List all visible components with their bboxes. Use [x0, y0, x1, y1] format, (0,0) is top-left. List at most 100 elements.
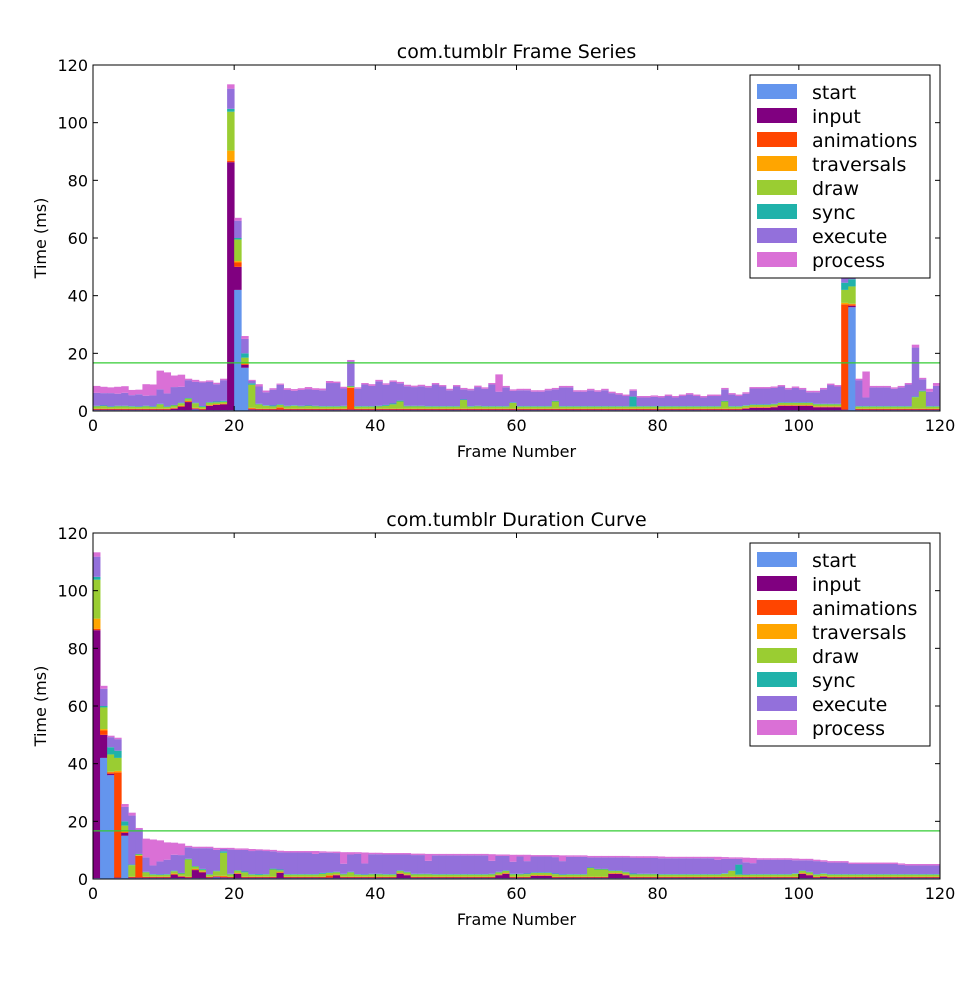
- frame-series-segment-sync: [784, 402, 793, 403]
- frame-series-segment-sync: [332, 406, 341, 407]
- duration-curve-segment-sync: [890, 874, 899, 875]
- duration-curve-segment-execute: [347, 854, 355, 872]
- duration-curve-segment-input: [692, 877, 701, 879]
- duration-curve-segment-draw: [827, 874, 835, 877]
- frame-series-segment-animations: [304, 408, 313, 410]
- duration-curve-segment-sync: [643, 873, 652, 875]
- duration-curve-segment-draw: [805, 872, 814, 875]
- duration-curve-segment-execute: [184, 847, 193, 859]
- duration-curve-segment-draw: [763, 874, 771, 877]
- frame-series-segment-process: [932, 383, 941, 386]
- frame-series-segment-sync: [234, 238, 242, 240]
- frame-series-segment-process: [382, 383, 390, 385]
- frame-series-segment-sync: [692, 406, 701, 407]
- duration-curve-segment-execute: [262, 851, 270, 875]
- frame-series-segment-traversals: [848, 303, 856, 305]
- duration-curve-segment-process: [551, 855, 560, 858]
- duration-curve-segment-execute: [869, 864, 877, 875]
- frame-series-segment-animations: [276, 407, 284, 410]
- frame-series-segment-draw: [904, 406, 913, 409]
- frame-series-segment-input: [332, 409, 341, 411]
- frame-series-segment-execute: [537, 391, 546, 407]
- frame-series-segment-sync: [212, 401, 221, 403]
- duration-curve-segment-execute: [389, 854, 397, 875]
- frame-series-segment-sync: [382, 404, 390, 406]
- duration-curve-segment-process: [163, 842, 172, 860]
- duration-curve-segment-execute: [276, 852, 284, 870]
- duration-curve-segment-execute: [269, 851, 277, 869]
- frame-series-segment-draw: [509, 402, 517, 409]
- frame-series-segment-process: [177, 374, 186, 387]
- frame-series-segment-draw: [855, 406, 863, 409]
- duration-curve-segment-draw: [481, 874, 489, 877]
- frame-series-segment-draw: [742, 405, 750, 408]
- duration-curve-ytick-label: 80: [68, 639, 88, 658]
- duration-curve-segment-input: [650, 877, 659, 879]
- frame-series-xtick-label: 0: [88, 416, 98, 435]
- duration-curve-segment-draw: [417, 874, 426, 877]
- frame-series-segment-animations: [643, 408, 652, 410]
- duration-curve-segment-sync: [149, 874, 157, 875]
- duration-curve-bars: [93, 552, 941, 879]
- frame-series-segment-process: [537, 390, 546, 392]
- frame-series-segment-animations: [918, 408, 927, 410]
- duration-curve-segment-input: [742, 877, 750, 879]
- frame-series-segment-input: [403, 409, 412, 411]
- frame-series-segment-input: [255, 409, 263, 411]
- duration-curve-segment-execute: [142, 857, 150, 872]
- duration-curve-segment-draw: [198, 869, 207, 872]
- duration-curve-segment-sync: [777, 874, 786, 875]
- frame-series-segment-input: [304, 409, 313, 411]
- frame-series-segment-input: [862, 409, 870, 411]
- frame-series-segment-start: [234, 289, 242, 411]
- frame-series-segment-draw: [220, 401, 228, 404]
- duration-curve-segment-process: [93, 552, 101, 557]
- frame-series-segment-animations: [904, 408, 913, 410]
- duration-curve-segment-draw: [869, 874, 877, 877]
- duration-curve-segment-draw: [114, 757, 122, 771]
- frame-series-segment-input: [163, 409, 172, 411]
- frame-series-segment-draw: [495, 406, 503, 409]
- duration-curve-segment-process: [756, 858, 764, 860]
- frame-series-segment-execute: [770, 387, 779, 404]
- duration-curve-segment-execute: [241, 849, 249, 872]
- duration-curve-segment-input: [481, 877, 489, 879]
- frame-series-segment-draw: [481, 406, 489, 409]
- duration-curve-segment-draw: [262, 874, 270, 877]
- duration-curve-segment-execute: [191, 848, 200, 867]
- duration-curve-segment-animations: [530, 875, 539, 876]
- duration-curve-segment-input: [763, 877, 771, 879]
- frame-series-segment-input: [692, 409, 701, 411]
- frame-series-segment-animations: [241, 364, 249, 365]
- frame-series-segment-draw: [417, 406, 426, 409]
- frame-series-segment-execute: [382, 384, 390, 405]
- frame-series-segment-input: [212, 404, 221, 411]
- frame-series-segment-execute: [904, 384, 913, 407]
- frame-series-segment-sync: [255, 403, 263, 405]
- frame-series-segment-sync: [770, 403, 779, 405]
- duration-curve-segment-draw: [205, 874, 214, 877]
- frame-series-segment-process: [255, 384, 263, 387]
- duration-curve-segment-draw: [721, 873, 729, 877]
- duration-curve-segment-process: [918, 864, 927, 866]
- duration-curve-ytick-label: 20: [68, 812, 88, 831]
- duration-curve-segment-execute: [495, 855, 503, 872]
- duration-curve-ytick-label: 100: [57, 582, 88, 601]
- frame-series-segment-sync: [410, 405, 419, 407]
- frame-series-segment-execute: [107, 393, 115, 407]
- frame-series-segment-execute: [396, 383, 404, 401]
- frame-series-segment-process: [692, 394, 701, 396]
- duration-curve-segment-animations: [685, 876, 694, 878]
- duration-curve-segment-process: [212, 847, 221, 850]
- duration-curve-segment-execute: [841, 862, 849, 875]
- duration-curve-segment-process: [361, 852, 369, 864]
- frame-series-segment-execute: [220, 380, 228, 401]
- duration-curve-segment-process: [657, 856, 666, 859]
- frame-series-segment-input: [205, 405, 214, 411]
- duration-curve-segment-execute: [700, 858, 708, 875]
- duration-curve-segment-input: [184, 877, 193, 879]
- frame-series-segment-animations: [347, 387, 355, 410]
- frame-series-segment-execute: [897, 387, 906, 407]
- duration-curve-segment-input: [121, 832, 129, 836]
- frame-series-segment-process: [827, 383, 835, 386]
